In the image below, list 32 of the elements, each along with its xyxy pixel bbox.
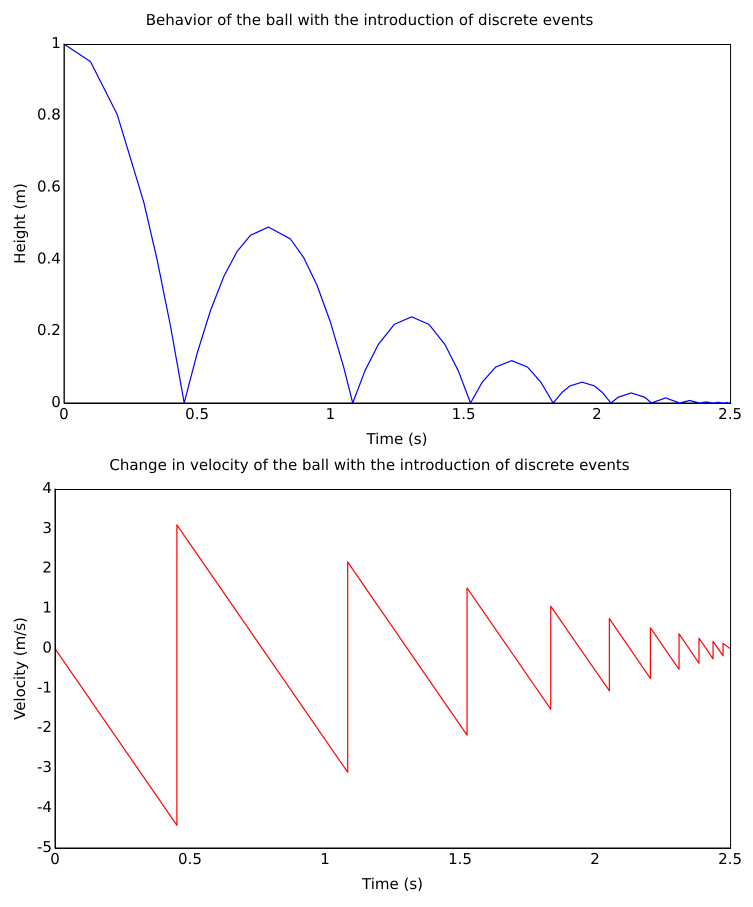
x-tick-label: 1 [320,850,330,868]
y-tick-label: 0.6 [36,177,61,196]
y-axis-title: Velocity (m/s) [10,617,29,720]
y-tick-label: 1 [51,34,61,52]
y-axis-title: Height (m) [10,183,29,264]
x-tick-label: 2.5 [718,850,742,868]
y-tick-label: 0 [42,638,52,656]
y-tick-label: 4 [42,478,52,497]
y-tick-label: 0.4 [36,249,61,268]
y-tick-label: 3 [42,518,52,537]
x-axis-title: Time (s) [361,874,424,893]
x-tick-label: 0.5 [185,404,210,423]
chart-title: Change in velocity of the ball with the introduction of discrete events [109,456,630,474]
x-tick-label: 2 [592,404,602,423]
x-tick-label: 1 [326,404,336,423]
y-tick-label: 0.8 [36,106,61,124]
x-axis-title: Time (s) [365,430,428,448]
y-tick-label: -2 [36,718,52,736]
y-tick-label: -5 [36,838,52,856]
y-tick-label: 0.2 [36,321,61,340]
y-tick-label: -1 [36,678,52,696]
y-tick-label: -3 [36,758,52,776]
y-tick-label: -4 [36,798,52,816]
y-tick-label: 0 [51,392,61,411]
x-tick-label: 0.5 [178,850,202,868]
chart-title: Behavior of the ball with the introduction of discrete events [146,10,594,29]
x-tick-label: 2.5 [718,404,742,423]
y-tick-label: 1 [42,598,52,617]
y-tick-label: 2 [42,558,52,577]
x-tick-label: 1.5 [448,850,472,868]
x-tick-label: 1.5 [452,404,476,423]
x-tick-label: 2 [590,850,600,868]
